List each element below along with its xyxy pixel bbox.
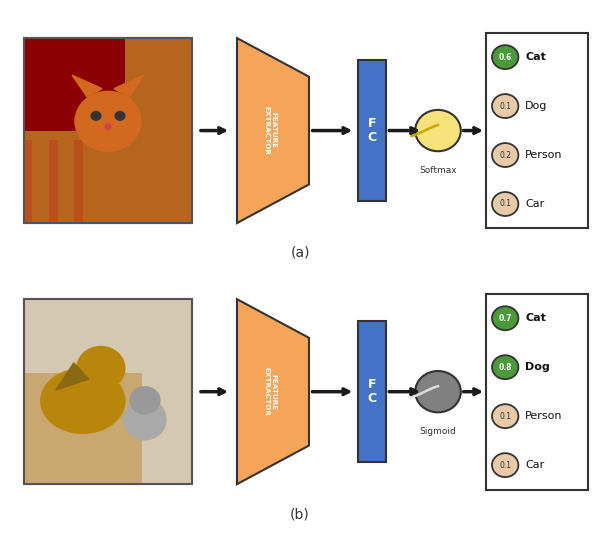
Circle shape — [492, 45, 518, 69]
Bar — [24, 38, 125, 131]
Text: F
C: F C — [367, 117, 377, 144]
Text: 0.2: 0.2 — [499, 151, 511, 159]
Text: Dog: Dog — [525, 101, 547, 111]
Text: 0.6: 0.6 — [499, 53, 512, 61]
Text: Cat: Cat — [525, 313, 546, 323]
Text: (a): (a) — [290, 246, 310, 260]
Circle shape — [91, 112, 101, 120]
Text: 0.1: 0.1 — [499, 461, 511, 469]
Text: Dog: Dog — [525, 362, 550, 372]
Ellipse shape — [124, 399, 166, 440]
Circle shape — [115, 112, 125, 120]
Bar — [24, 299, 192, 484]
FancyBboxPatch shape — [358, 321, 386, 462]
Bar — [24, 140, 32, 223]
FancyBboxPatch shape — [358, 60, 386, 201]
Text: Car: Car — [525, 460, 544, 470]
Text: 0.1: 0.1 — [499, 102, 511, 110]
Text: Car: Car — [525, 199, 544, 209]
Circle shape — [105, 124, 111, 129]
Circle shape — [492, 404, 518, 428]
Text: (b): (b) — [290, 507, 310, 521]
Circle shape — [492, 143, 518, 167]
Circle shape — [492, 306, 518, 330]
Text: Sigmoid: Sigmoid — [419, 427, 457, 436]
FancyBboxPatch shape — [24, 299, 192, 484]
Circle shape — [492, 94, 518, 118]
Circle shape — [492, 453, 518, 477]
Text: Person: Person — [525, 411, 563, 421]
Text: 0.7: 0.7 — [499, 314, 512, 323]
Polygon shape — [56, 363, 89, 390]
Text: Softmax: Softmax — [419, 166, 457, 175]
FancyBboxPatch shape — [24, 38, 192, 223]
Text: 0.1: 0.1 — [499, 412, 511, 421]
Bar — [74, 140, 83, 223]
Text: 0.1: 0.1 — [499, 200, 511, 208]
FancyBboxPatch shape — [486, 33, 588, 228]
Circle shape — [492, 355, 518, 379]
Polygon shape — [237, 299, 309, 484]
Circle shape — [77, 347, 125, 390]
Text: FEATURE
EXTRACTOR: FEATURE EXTRACTOR — [263, 367, 277, 416]
Text: 0.8: 0.8 — [499, 363, 512, 372]
Polygon shape — [114, 75, 144, 97]
Text: Person: Person — [525, 150, 563, 160]
Bar — [49, 140, 58, 223]
Bar — [24, 373, 142, 484]
Bar — [24, 38, 192, 223]
Text: FEATURE
EXTRACTOR: FEATURE EXTRACTOR — [263, 106, 277, 155]
Circle shape — [415, 110, 461, 151]
Circle shape — [492, 192, 518, 216]
Circle shape — [415, 371, 461, 412]
Text: Cat: Cat — [525, 52, 546, 62]
Circle shape — [75, 91, 141, 151]
Text: F
C: F C — [367, 378, 377, 405]
Circle shape — [130, 387, 160, 414]
Polygon shape — [237, 38, 309, 223]
FancyBboxPatch shape — [486, 294, 588, 490]
Polygon shape — [72, 75, 102, 97]
Ellipse shape — [41, 369, 125, 433]
